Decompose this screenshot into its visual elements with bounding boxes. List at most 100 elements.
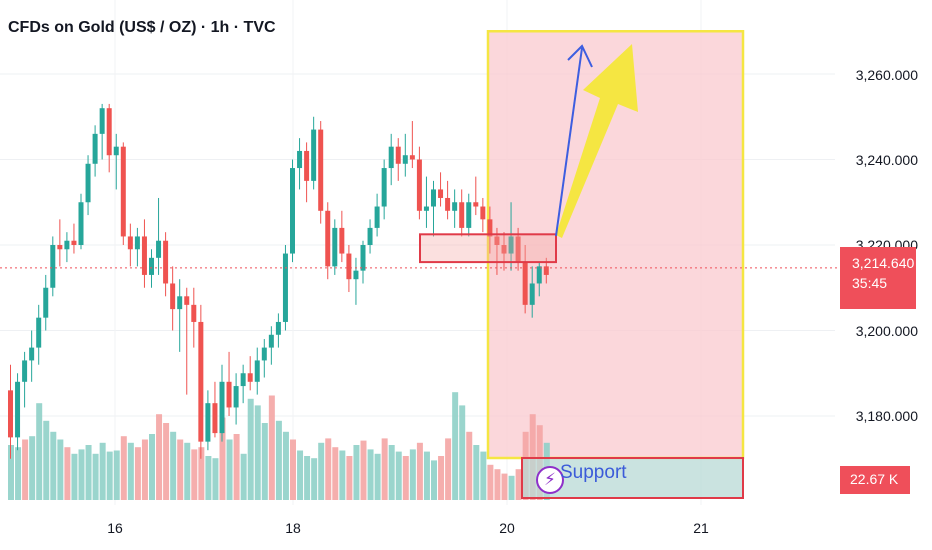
candle-body [156,240,162,258]
candle-body [43,287,49,318]
candle-body [473,202,479,207]
volume-bar [325,438,332,500]
candle-body [381,168,387,207]
candle-body [282,253,288,322]
volume-bar [388,445,395,500]
volume-bar [78,449,85,500]
candle-body [536,266,542,284]
volume-bar [318,442,325,500]
volume-bar [346,456,353,500]
volume-bar [254,405,261,500]
candle-body [113,146,119,156]
volume-bar [431,460,437,500]
volume-bar [71,453,78,500]
candle-body [480,206,486,220]
lightning-icon[interactable]: ⚡︎ [536,466,564,494]
volume-bar [409,449,416,500]
volume-bar [191,449,198,500]
volume-bar [459,405,466,500]
candle-body [106,108,112,156]
volume-bar [494,469,501,500]
volume-bar [381,438,388,500]
candle-body [99,108,105,134]
candle-body [120,146,126,237]
volume-bar [113,450,120,500]
volume-bar [268,395,275,500]
candle-body [501,245,507,254]
volume-bar [247,398,254,500]
candle-body [318,129,324,211]
volume-bar [184,442,191,500]
volume-bar [360,440,367,500]
candle-body [92,133,98,164]
candle-body [297,150,303,169]
candle-body [431,189,436,207]
candle-body [374,206,380,228]
date-tick-label: 16 [107,520,123,536]
candle-body [367,227,373,245]
volume-bar [282,431,289,500]
candle-body [205,403,211,442]
volume-bar [423,451,430,500]
candle-body [170,283,176,310]
volume-bar [367,449,374,500]
volume-bar [50,431,57,500]
volume-bar [445,438,452,500]
blue-arrow-head [567,44,593,68]
volume-bar [353,445,360,500]
volume-bar [304,456,311,500]
volume-bar [466,431,473,500]
date-tick-label: 18 [285,520,301,536]
volume-bar [452,392,459,500]
candle-body [445,197,451,211]
candle-body [254,360,260,382]
candle-body [529,283,535,305]
candle-body [325,210,331,267]
candle-body [36,317,42,348]
volume-bar [57,439,64,500]
volume-bar [438,456,445,500]
candle-body [8,390,13,438]
volume-bar [339,450,346,500]
candle-body [452,202,458,211]
volume-bar [120,436,127,500]
volume-bar [156,414,163,500]
volume-bar [29,436,36,500]
volume-bar [36,403,43,500]
chart-title: CFDs on Gold (US$ / OZ) · 1h · TVC [8,19,276,36]
candle-body [184,296,190,305]
volume-bar [402,456,409,500]
volume-bar [15,447,22,500]
volume-bar [416,442,423,500]
date-tick-label: 20 [499,520,515,536]
candle-body [198,321,204,442]
current-price-badge: 3,214.640 35:45 [840,247,916,309]
volume-bar [85,445,92,500]
candle-body [219,381,225,434]
candle-body [339,227,345,254]
candle-body [360,245,366,271]
volume-bar [473,445,480,500]
current-price-value: 3,214.640 [852,255,915,271]
date-tick-label: 21 [693,520,709,536]
candle-body [494,236,500,245]
candle-body [240,373,246,387]
candle-body [134,236,140,250]
candle-body [423,206,429,211]
candle-body [268,334,274,348]
candle-body [353,270,359,280]
candle-body [163,240,169,284]
candle-body [409,155,415,160]
resistance-zone [419,233,557,264]
candle-body [487,219,493,237]
candle-body [346,253,352,280]
candle-body [78,202,84,245]
candle-body [85,163,91,203]
candle-body [332,227,338,267]
candle-body [304,150,310,181]
candle-body [459,202,465,228]
volume-bar [233,434,240,500]
candle-body [149,257,154,275]
volume-bar [261,423,268,500]
